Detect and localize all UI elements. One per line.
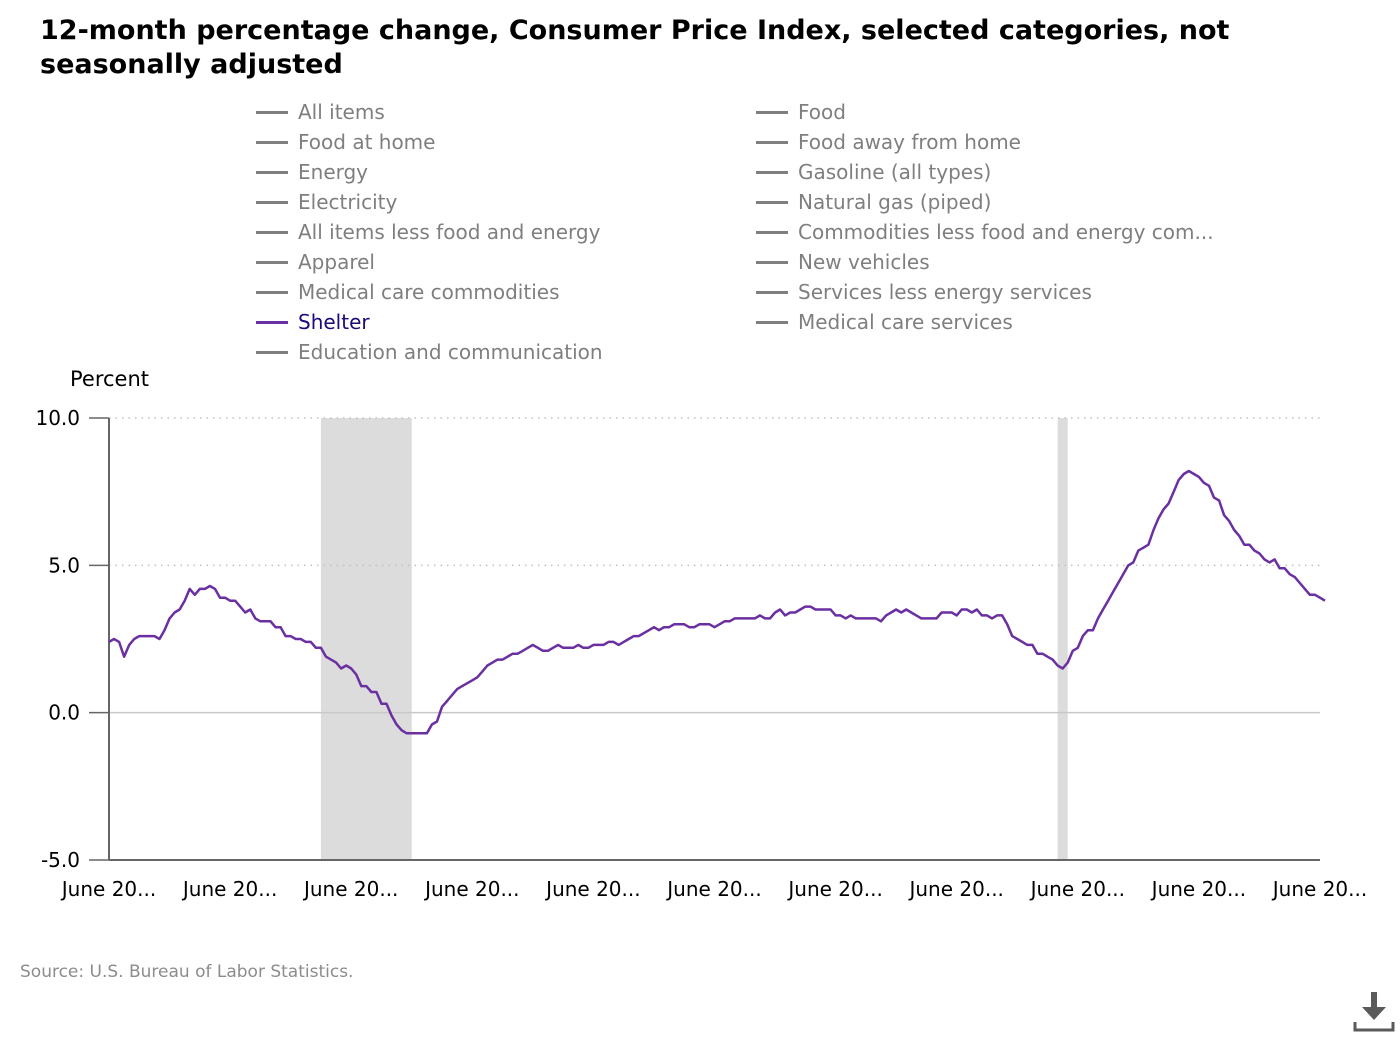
legend-swatch: [256, 230, 288, 234]
legend-swatch: [256, 290, 288, 294]
legend-item[interactable]: Commodities less food and energy com...: [756, 217, 1214, 247]
legend-item[interactable]: Energy: [256, 157, 368, 187]
legend-item[interactable]: Education and communication: [256, 337, 603, 367]
legend-item[interactable]: Gasoline (all types): [756, 157, 991, 187]
x-tick-label: June 20...: [544, 877, 640, 901]
x-tick-label: June 20...: [1150, 877, 1246, 901]
legend-item[interactable]: New vehicles: [756, 247, 930, 277]
legend-item[interactable]: Food at home: [256, 127, 435, 157]
legend-label: Apparel: [298, 250, 375, 274]
legend-label: Natural gas (piped): [798, 190, 992, 214]
legend-item[interactable]: Services less energy services: [756, 277, 1092, 307]
recession-band: [1057, 418, 1068, 860]
legend-item[interactable]: All items less food and energy: [256, 217, 600, 247]
download-icon: [1353, 992, 1395, 1032]
x-tick-label: June 20...: [907, 877, 1003, 901]
x-tick-label: June 20...: [60, 877, 156, 901]
x-tick-label: June 20...: [665, 877, 761, 901]
legend-swatch: [756, 290, 788, 294]
legend-label: Medical care commodities: [298, 280, 560, 304]
x-tick-label: June 20...: [181, 877, 277, 901]
legend-swatch: [256, 260, 288, 264]
x-tick-label: June 20...: [786, 877, 882, 901]
legend-label: New vehicles: [798, 250, 930, 274]
legend-swatch: [256, 320, 288, 324]
legend-label: Electricity: [298, 190, 398, 214]
legend-item[interactable]: Natural gas (piped): [756, 187, 991, 217]
legend-swatch: [756, 170, 788, 174]
legend-item[interactable]: All items: [256, 97, 385, 127]
legend-item[interactable]: Electricity: [256, 187, 397, 217]
legend-swatch: [756, 320, 788, 324]
legend-item[interactable]: Medical care commodities: [256, 277, 559, 307]
legend-swatch: [256, 200, 288, 204]
x-tick-label: June 20...: [302, 877, 398, 901]
recession-band: [320, 418, 412, 860]
legend-label: All items: [298, 100, 385, 124]
legend-label: Food: [798, 100, 846, 124]
legend-label: Commodities less food and energy com...: [798, 220, 1214, 244]
legend-swatch: [256, 140, 288, 144]
chart-title: 12-month percentage change, Consumer Pri…: [40, 15, 1230, 80]
y-tick-label: -5.0: [41, 848, 80, 872]
chart-legend: All items Food Food at home Food away from …: [256, 97, 1256, 369]
legend-swatch: [756, 110, 788, 114]
legend-swatch: [756, 140, 788, 144]
legend-swatch: [256, 110, 288, 114]
legend-label: Gasoline (all types): [798, 160, 992, 184]
y-tick-label: 10.0: [35, 406, 80, 430]
series-line-shelter: [108, 469, 1326, 735]
legend-label: Education and communication: [298, 340, 603, 364]
legend-label: Energy: [298, 160, 369, 184]
x-tick-label: June 20...: [1029, 877, 1125, 901]
y-tick-label: 0.0: [48, 701, 80, 725]
legend-swatch: [256, 350, 288, 354]
x-tick-label: June 20...: [423, 877, 519, 901]
legend-label: Services less energy services: [798, 280, 1092, 304]
y-tick-label: 5.0: [48, 553, 80, 577]
legend-label: All items less food and energy: [298, 220, 601, 244]
legend-item[interactable]: Medical care services: [756, 307, 1013, 337]
legend-swatch: [756, 260, 788, 264]
legend-label: Medical care services: [798, 310, 1013, 334]
legend-item[interactable]: Food: [756, 97, 846, 127]
legend-item[interactable]: Shelter: [256, 307, 370, 337]
download-button[interactable]: [1352, 990, 1396, 1034]
legend-label: Food away from home: [798, 130, 1021, 154]
legend-swatch: [756, 230, 788, 234]
legend-swatch: [756, 200, 788, 204]
x-tick-label: June 20...: [1271, 877, 1367, 901]
legend-item[interactable]: Apparel: [256, 247, 375, 277]
legend-label: Food at home: [298, 130, 436, 154]
legend-swatch: [256, 170, 288, 174]
legend-item[interactable]: Food away from home: [756, 127, 1021, 157]
line-chart: 10.0 5.0 0.0 -5.0 June 20... June 20... June 2…: [35, 406, 1367, 901]
source-note: Source: U.S. Bureau of Labor Statistics.: [20, 962, 354, 982]
legend-label: Shelter: [298, 310, 370, 334]
y-axis-label: Percent: [70, 367, 150, 391]
